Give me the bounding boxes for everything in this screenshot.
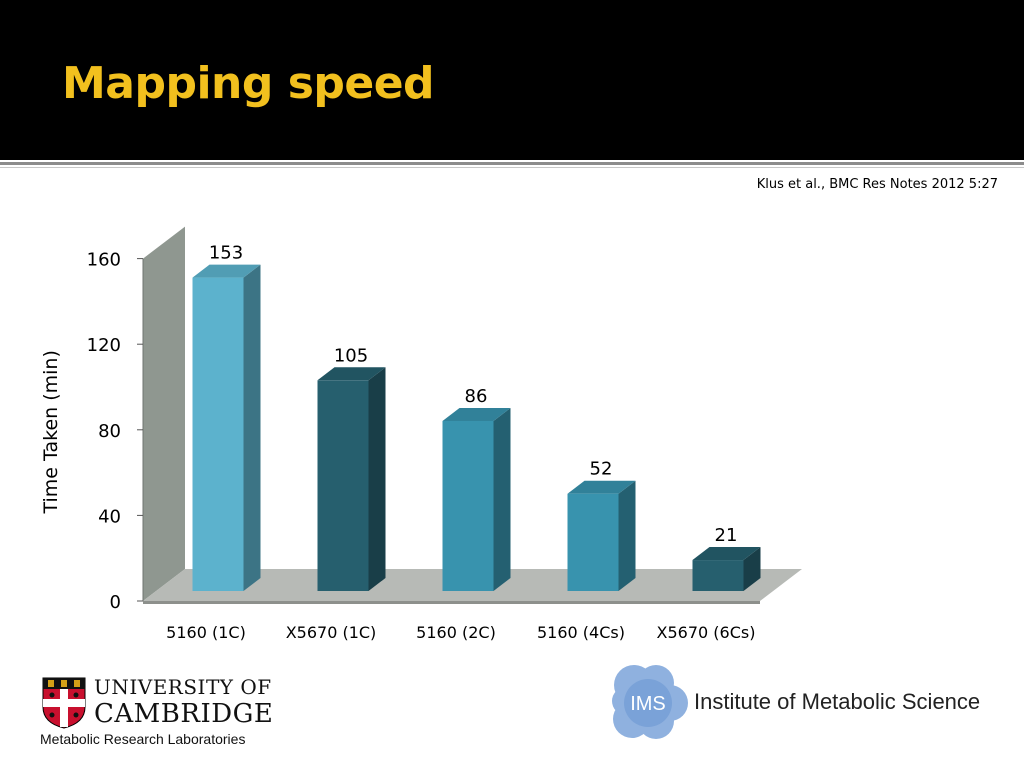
bar (192, 277, 244, 591)
y-tick-label: 80 (98, 421, 121, 442)
data-label: 86 (465, 386, 488, 407)
data-label: 105 (334, 345, 368, 366)
slide-title: Mapping speed (62, 58, 435, 109)
bar-side (493, 407, 511, 591)
chart-back-wall (143, 226, 185, 601)
y-tick-label: 120 (87, 335, 121, 356)
data-label: 21 (715, 525, 738, 546)
ims-name: Institute of Metabolic Science (694, 689, 981, 714)
bar-top (567, 480, 636, 494)
bar (692, 560, 744, 591)
bar-top (317, 367, 386, 381)
category-label: X5670 (1C) (286, 623, 377, 642)
bar-side (243, 264, 261, 591)
category-label: 5160 (4Cs) (537, 623, 625, 642)
header-divider-thin (0, 167, 1024, 168)
cambridge-logo-line3: Metabolic Research Laboratories (40, 731, 246, 747)
bar-top (442, 407, 511, 421)
category-label: 5160 (2C) (416, 623, 496, 642)
bar-side (743, 547, 761, 591)
bar-side (618, 480, 636, 591)
cambridge-logo-line2: CAMBRIDGE (94, 699, 274, 729)
header-divider (0, 162, 1024, 165)
bar-top (692, 547, 761, 561)
citation: Klus et al., BMC Res Notes 2012 5:27 (756, 177, 998, 192)
category-label: X5670 (6Cs) (657, 623, 756, 642)
slide-header: Mapping speed (0, 0, 1024, 160)
bar-top (192, 264, 261, 278)
y-tick-label: 0 (110, 592, 121, 613)
chart-floor-edge (143, 601, 760, 604)
y-axis-label: Time Taken (min) (40, 350, 62, 514)
cambridge-shield-icon (42, 677, 86, 729)
ims-flower-icon: IMS (612, 665, 688, 739)
data-label: 52 (590, 459, 613, 480)
bar (317, 380, 369, 591)
cambridge-logo-line1: UNIVERSITY OF (94, 675, 272, 699)
bar-chart: 0 40 80 120 160 Time Taken (min) 153 5160 (1C) 1… (40, 226, 802, 642)
y-tick-label: 160 (87, 250, 121, 271)
cambridge-logo: UNIVERSITY OF CAMBRIDGE Metabolic Resear… (40, 673, 290, 753)
y-tick-label: 40 (98, 506, 121, 527)
bar (442, 420, 494, 591)
bar (567, 493, 619, 591)
ims-logo: IMS Institute of Metabolic Science (612, 665, 1012, 745)
bar-side (368, 367, 386, 591)
category-label: 5160 (1C) (166, 623, 246, 642)
data-label: 153 (209, 243, 243, 264)
ims-mark-text: IMS (630, 693, 666, 715)
